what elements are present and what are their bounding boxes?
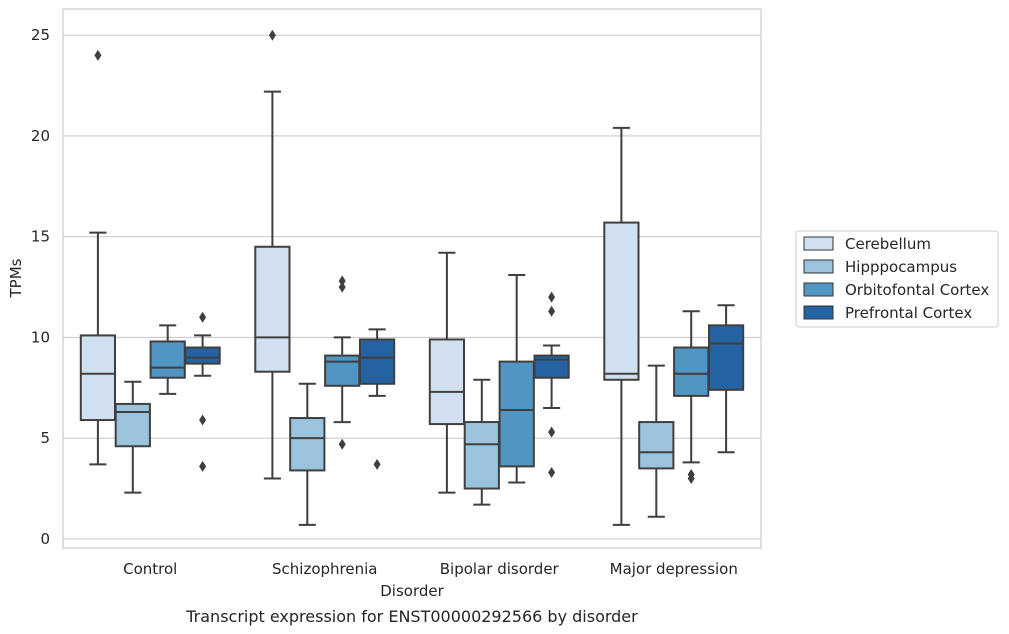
outlier-point xyxy=(338,275,346,287)
y-tick-label: 20 xyxy=(31,127,50,145)
box-body xyxy=(324,354,361,387)
grid-lines xyxy=(63,34,761,540)
box-3-4 xyxy=(673,310,710,484)
x-tick-label: Schizophrenia xyxy=(272,560,377,578)
legend-label: Cerebellum xyxy=(845,235,931,253)
outlier-point xyxy=(199,311,207,323)
outlier-point xyxy=(687,468,695,480)
y-axis-ticks: 0 5 10 15 20 25 xyxy=(31,26,50,548)
box-4-1 xyxy=(184,311,221,472)
outlier-point xyxy=(338,438,346,450)
legend-swatch xyxy=(803,259,834,274)
box-1-4 xyxy=(603,126,640,526)
box-4-4 xyxy=(707,304,745,454)
legend: Cerebellum Hipppocampus Orbitofontal Corte… xyxy=(795,230,999,328)
x-axis-title: Disorder xyxy=(380,582,444,600)
box-body xyxy=(638,421,675,470)
box-body xyxy=(79,334,117,422)
outlier-point xyxy=(94,49,102,61)
y-axis-title: TPMs xyxy=(7,258,25,298)
box-body xyxy=(358,338,396,385)
outlier-point xyxy=(548,426,556,438)
box-1-1 xyxy=(79,49,117,466)
outlier-point xyxy=(548,305,556,317)
box-body xyxy=(463,421,500,490)
y-tick-label: 15 xyxy=(31,228,50,246)
outlier-point xyxy=(268,29,276,41)
box-body xyxy=(149,340,186,379)
box-body xyxy=(707,324,745,391)
box-body xyxy=(603,221,640,381)
legend-label: Hipppocampus xyxy=(845,258,957,276)
box-4-2 xyxy=(358,328,396,470)
box-4-3 xyxy=(533,291,570,478)
box-3-3 xyxy=(498,273,535,484)
box-3-2 xyxy=(324,275,361,450)
box-body xyxy=(428,338,466,426)
box-2-1 xyxy=(114,380,151,494)
x-tick-label: Bipolar disorder xyxy=(440,560,560,578)
outlier-point xyxy=(338,281,346,293)
box-body xyxy=(289,417,326,472)
box-groups xyxy=(79,29,745,526)
y-tick-label: 25 xyxy=(31,26,50,44)
outlier-point xyxy=(548,291,556,303)
box-2-2 xyxy=(289,382,326,526)
box-body xyxy=(533,354,570,379)
plot-area-frame xyxy=(62,8,762,549)
outlier-point xyxy=(199,460,207,472)
box-body xyxy=(114,402,151,448)
y-tick-label: 0 xyxy=(40,530,50,548)
legend-swatch xyxy=(803,236,834,251)
legend-swatch xyxy=(803,305,834,320)
x-tick-label: Control xyxy=(123,560,177,578)
box-body xyxy=(254,245,291,373)
box-1-2 xyxy=(254,29,291,480)
chart-caption: Transcript expression for ENST0000029256… xyxy=(185,607,638,626)
box-2-4 xyxy=(638,364,675,518)
box-body xyxy=(498,360,535,468)
legend-swatch xyxy=(803,282,834,297)
box-body xyxy=(673,346,710,397)
legend-frame xyxy=(795,230,999,328)
legend-label: Orbitofontal Cortex xyxy=(845,281,989,299)
box-body xyxy=(184,346,221,365)
y-tick-label: 10 xyxy=(31,328,50,346)
outlier-point xyxy=(373,458,381,470)
outlier-point xyxy=(548,466,556,478)
box-2-3 xyxy=(463,378,500,506)
box-1-3 xyxy=(428,251,466,494)
x-tick-label: Major depression xyxy=(610,560,738,578)
outlier-point xyxy=(199,414,207,426)
y-tick-label: 5 xyxy=(40,429,50,447)
x-axis-ticks: Control Schizophrenia Bipolar disorder Majo… xyxy=(123,560,738,578)
box-3-1 xyxy=(149,324,186,395)
legend-label: Prefrontal Cortex xyxy=(845,304,972,322)
